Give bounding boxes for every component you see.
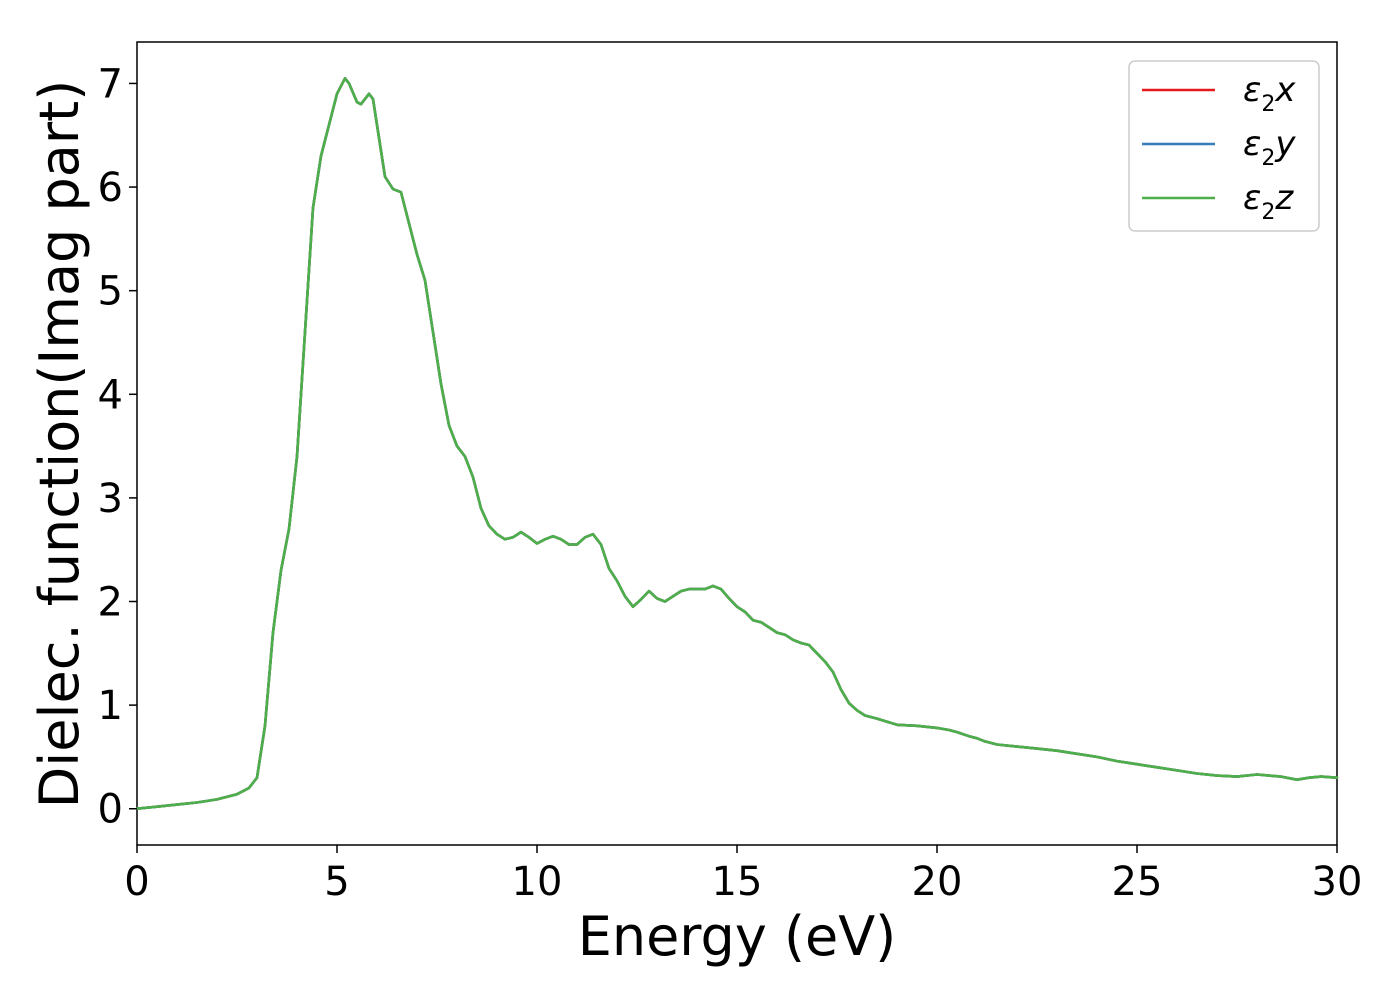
x-tick-label: 0 [124,859,149,905]
x-tick-label: 20 [912,859,963,905]
x-tick-label: 25 [1112,859,1163,905]
legend-label-y: ε2y [1243,124,1296,171]
x-tick-label: 30 [1312,859,1363,905]
series-layer [135,77,1339,811]
x-axis-label: Energy (eV) [578,905,897,968]
legend-label-x: ε2x [1243,70,1296,117]
x-tick-label: 10 [512,859,563,905]
legend-box [1128,60,1320,232]
y-tick-label: 5 [98,269,123,315]
y-axis-label: Dielec. function(Imag part) [28,80,91,809]
x-tick-label: 5 [324,859,349,905]
y-tick-label: 3 [98,476,123,522]
y-tick-label: 2 [98,580,123,626]
legend: ε2x ε2y ε2z [1128,60,1320,232]
y-tick-label: 6 [98,165,123,211]
y-axis: 0 1 2 3 4 5 6 7 [98,61,137,833]
y-tick-label: 4 [98,372,123,418]
series-line-z [135,77,1339,811]
y-tick-label: 7 [98,61,123,107]
x-tick-label: 15 [712,859,763,905]
y-tick-label: 1 [98,683,123,729]
y-tick-label: 0 [98,787,123,833]
legend-label-z: ε2z [1243,178,1294,225]
x-axis: 0 5 10 15 20 25 30 [124,845,1362,905]
